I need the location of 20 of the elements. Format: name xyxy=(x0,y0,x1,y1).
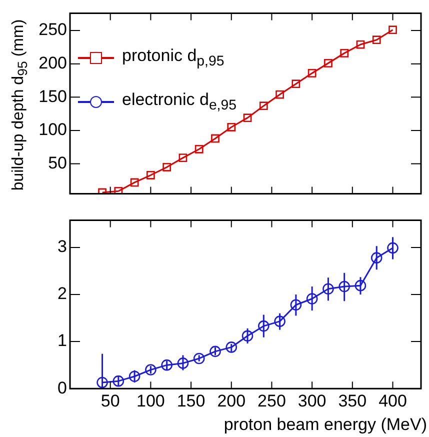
y-tick-label: 2 xyxy=(58,284,67,304)
y-tick-label: 250 xyxy=(38,20,67,40)
x-tick-label: 100 xyxy=(136,391,165,410)
y-tick-label: 150 xyxy=(38,86,67,106)
x-tick-label: 250 xyxy=(258,391,286,410)
x-axis-title: proton beam energy (MeV) xyxy=(224,415,427,435)
x-tick-label: 150 xyxy=(176,391,206,410)
x-tick-label: 300 xyxy=(298,391,326,410)
y-tick-label: 0 xyxy=(58,378,67,398)
x-tick-label: 400 xyxy=(378,391,407,410)
x-tick-label: 200 xyxy=(217,391,246,410)
y-tick-label: 100 xyxy=(38,120,67,140)
legend-label: protonic d$_{p,95}$ xyxy=(122,46,224,70)
x-tick-label: 350 xyxy=(338,391,367,410)
y-tick-label: 3 xyxy=(58,237,67,256)
x-tick-label: 50 xyxy=(100,391,120,410)
y-tick-label: 1 xyxy=(58,331,67,350)
legend-label: electronic d$_{e,95}$ xyxy=(122,90,236,114)
y-tick-label: 200 xyxy=(38,54,67,73)
y-tick-label: 50 xyxy=(48,154,67,172)
